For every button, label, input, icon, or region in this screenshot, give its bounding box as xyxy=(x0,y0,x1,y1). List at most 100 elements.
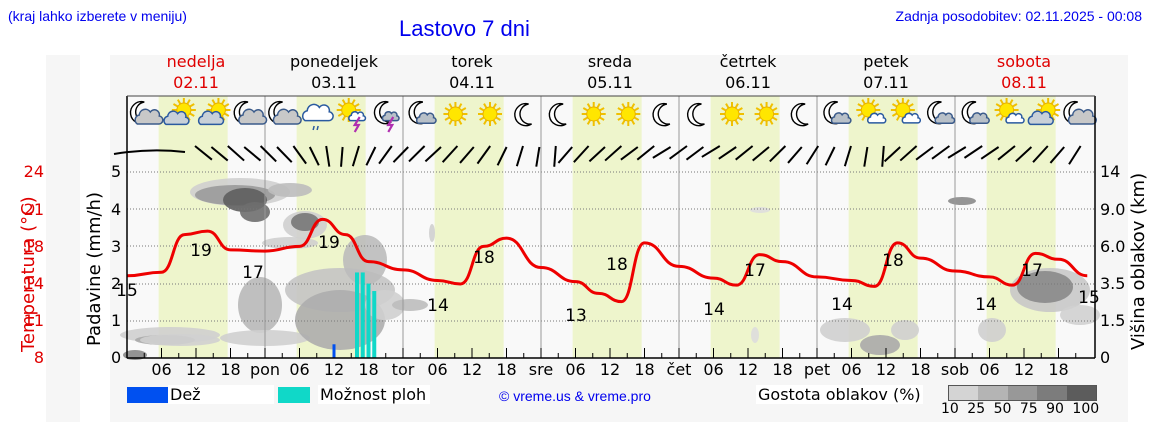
sun-cloud-small-icon xyxy=(994,98,1025,124)
moon-cloud-small-icon xyxy=(823,100,852,125)
cloud-rain-icon xyxy=(301,103,334,131)
sun-icon xyxy=(478,102,502,126)
density-tick: 25 xyxy=(967,401,986,417)
day-name: nedelja xyxy=(166,52,226,71)
x-tick: 12 xyxy=(737,360,759,379)
weather-icons-row xyxy=(129,98,1097,133)
density-swatch-10 xyxy=(949,386,979,400)
cloud-density-label: Gostota oblakov (%) xyxy=(756,385,923,404)
x-tick: 18 xyxy=(358,360,379,379)
day-date: 03.11 xyxy=(311,73,357,92)
temp-tick: 21 xyxy=(23,200,44,219)
moon-cloud-small-icon xyxy=(961,100,990,125)
legend-rain-label: Dež xyxy=(168,385,274,404)
cloud-tick: 0 xyxy=(1100,348,1111,367)
precip-tick: 0 xyxy=(111,348,122,367)
legend-showers-label: Možnost ploh xyxy=(318,385,430,404)
page-title: Lastovo 7 dni xyxy=(399,16,530,41)
temp-label: 17 xyxy=(744,261,766,281)
legend-showers-swatch xyxy=(278,387,310,403)
cloud-tick: 3.5 xyxy=(1100,274,1126,293)
temp-label: 18 xyxy=(606,255,628,275)
density-tick: 90 xyxy=(1046,401,1064,417)
x-tick: 06 xyxy=(289,360,310,379)
sun-icon xyxy=(581,102,606,126)
moon-icon xyxy=(686,102,705,127)
x-tick: 18 xyxy=(772,360,793,379)
day-name: četrtek xyxy=(719,52,777,71)
cloud-tick: 14 xyxy=(1100,162,1121,181)
moon-thunder-icon xyxy=(373,100,400,133)
sun-cloud-icon xyxy=(163,98,196,126)
day-date: 02.11 xyxy=(173,73,219,92)
precip-tick: 3 xyxy=(111,237,122,256)
temp-axis-panel xyxy=(46,55,80,422)
moon-cloud-icon xyxy=(233,100,268,125)
x-tick: 18 xyxy=(496,360,517,379)
x-tick: 06 xyxy=(979,360,1000,379)
day-name: torek xyxy=(451,52,493,71)
temp-tick: 11 xyxy=(23,311,44,330)
sun-thunder-icon xyxy=(336,98,367,133)
density-swatch-75 xyxy=(1037,386,1067,400)
x-tick: pet xyxy=(803,360,831,379)
sun-icon xyxy=(754,102,779,126)
day-name: sobota xyxy=(996,52,1052,71)
location-hint: (kraj lahko izberete v meniju) xyxy=(8,8,187,24)
moon-icon xyxy=(652,102,671,127)
sun-icon xyxy=(616,102,641,126)
temp-label: 17 xyxy=(1021,261,1043,281)
temp-label: 14 xyxy=(703,300,725,320)
x-tick: pon xyxy=(249,360,281,379)
temp-tick: 18 xyxy=(23,237,44,256)
precip-tick: 4 xyxy=(111,200,122,219)
legend-rain-swatch xyxy=(127,387,175,403)
density-tick: 75 xyxy=(1019,401,1038,417)
x-tick: 18 xyxy=(220,360,241,379)
x-tick: tor xyxy=(391,360,415,379)
cloud-tick: 1.5 xyxy=(1100,311,1126,330)
grid-lines xyxy=(127,96,1095,358)
density-tick: 50 xyxy=(993,401,1012,417)
day-date: 07.11 xyxy=(863,73,909,92)
x-tick: 06 xyxy=(703,360,724,379)
temp-label: 14 xyxy=(831,295,853,315)
day-date: 05.11 xyxy=(587,73,633,92)
x-tick: 18 xyxy=(1048,360,1069,379)
plot-frame xyxy=(126,95,1096,359)
x-tick: 12 xyxy=(185,360,207,379)
x-tick: 06 xyxy=(151,360,172,379)
copyright-link[interactable]: © vreme.us & vreme.pro xyxy=(499,388,651,404)
sun-icon xyxy=(720,102,744,126)
cloud-tick: 9.0 xyxy=(1100,200,1126,219)
x-tick: 06 xyxy=(565,360,586,379)
wind-barbs-row xyxy=(113,145,1082,167)
temp-label: 18 xyxy=(882,251,904,271)
density-swatch-50 xyxy=(1007,386,1038,400)
last-update: Zadnja posodobitev: 02.11.2025 - 00:08 xyxy=(895,8,1142,24)
cloud-density-scale xyxy=(948,385,1097,401)
moon-cloud-icon xyxy=(268,100,302,125)
day-name: sreda xyxy=(587,52,633,71)
temp-label: 15 xyxy=(1078,288,1100,308)
moon-cloud-icon xyxy=(129,100,164,125)
x-tick: 12 xyxy=(1013,360,1035,379)
moon-cloud-small-icon xyxy=(408,100,437,125)
x-tick: 12 xyxy=(461,360,483,379)
precip-tick: 2 xyxy=(111,274,122,293)
density-swatch-90 xyxy=(1066,386,1097,400)
sun-cloud-icon xyxy=(1027,98,1061,126)
x-tick: sob xyxy=(940,360,970,379)
temp-tick: 8 xyxy=(33,348,44,367)
x-tick: sre xyxy=(528,360,554,379)
temp-label: 19 xyxy=(190,241,212,261)
moon-icon xyxy=(548,102,567,127)
cloud-tick: 6.0 xyxy=(1100,237,1126,256)
temp-label: 18 xyxy=(473,248,495,268)
moon-cloud-icon xyxy=(1063,100,1097,125)
sun-cloud-icon xyxy=(197,98,231,126)
x-tick: 18 xyxy=(910,360,931,379)
precip-tick: 1 xyxy=(111,311,122,330)
